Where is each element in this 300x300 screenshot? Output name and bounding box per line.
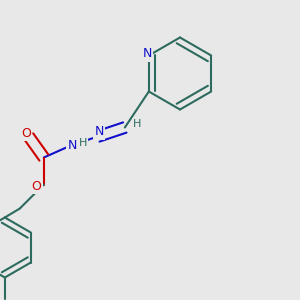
Text: O: O (21, 127, 31, 140)
Text: H: H (79, 137, 87, 148)
Text: N: N (142, 47, 152, 61)
Text: N: N (68, 139, 77, 152)
Text: O: O (32, 179, 41, 193)
Text: N: N (94, 125, 104, 139)
Text: H: H (133, 119, 141, 130)
